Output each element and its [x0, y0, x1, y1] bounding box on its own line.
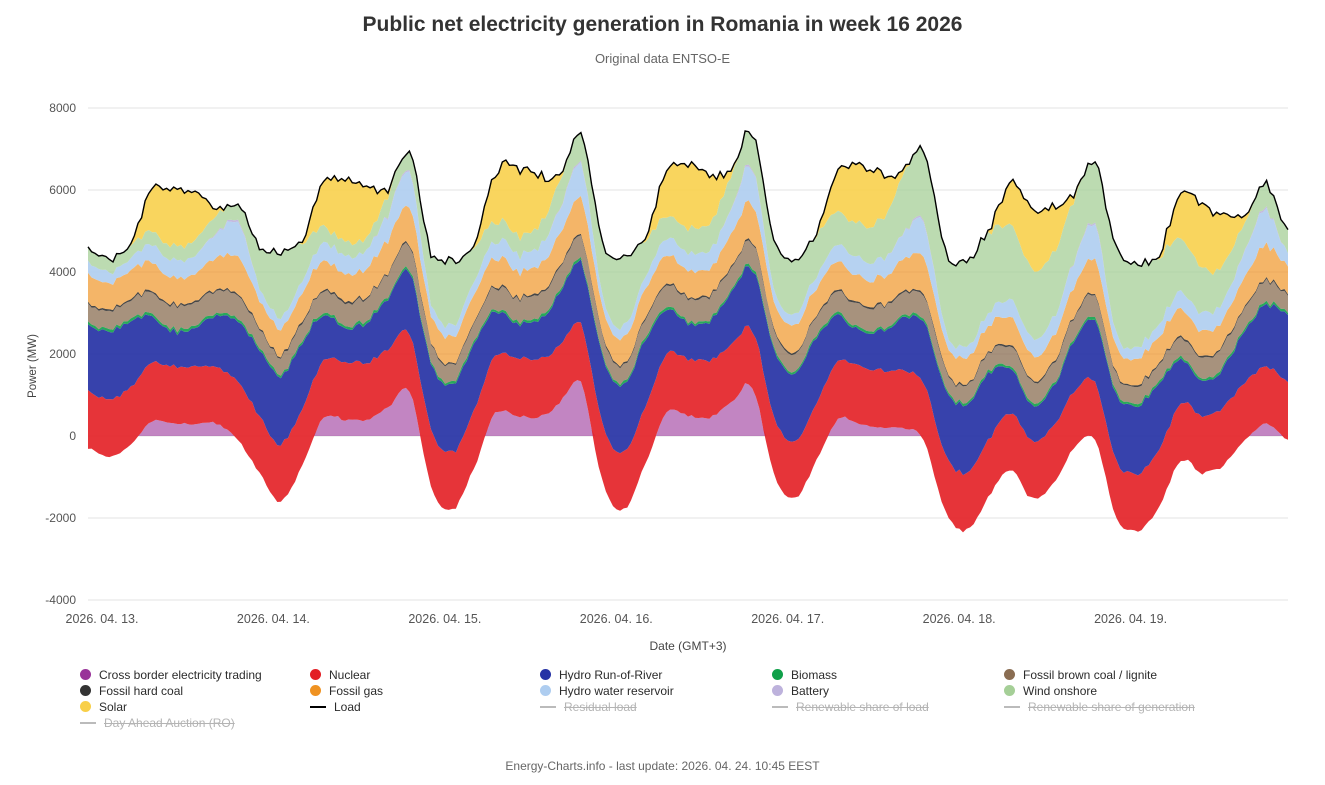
- legend-dot-icon: [540, 669, 551, 680]
- x-tick-label: 2026. 04. 14.: [237, 612, 310, 626]
- legend-item-biomass[interactable]: Biomass: [772, 667, 1004, 682]
- legend-dot-icon: [772, 685, 783, 696]
- load-line: [87, 130, 1289, 268]
- y-tick-label: 0: [69, 429, 76, 443]
- legend-label: Renewable share of load: [796, 699, 929, 714]
- legend-label: Wind onshore: [1023, 683, 1098, 698]
- legend-label: Solar: [99, 699, 128, 714]
- y-tick-label: -2000: [45, 511, 76, 525]
- legend-item-hydro-run-of-river[interactable]: Hydro Run-of-River: [540, 667, 772, 682]
- x-tick-label: 2026. 04. 15.: [408, 612, 481, 626]
- legend-label: Fossil brown coal / lignite: [1023, 667, 1158, 682]
- page-subtitle: Original data ENTSO-E: [594, 51, 731, 66]
- legend-item-hydro-water-reservoir[interactable]: Hydro water reservoir: [540, 683, 772, 698]
- legend-item-day-ahead-auction-ro[interactable]: Day Ahead Auction (RO): [80, 715, 310, 730]
- y-tick-label: 8000: [49, 101, 76, 115]
- legend-item-renewable-share-of-load[interactable]: Renewable share of load: [772, 699, 1004, 714]
- legend-line-icon: [540, 705, 556, 708]
- legend-dot-icon: [1004, 669, 1015, 680]
- legend-label: Cross border electricity trading: [99, 667, 262, 682]
- legend-line-icon: [1004, 705, 1020, 708]
- x-tick-label: 2026. 04. 19.: [1094, 612, 1167, 626]
- legend-label: Renewable share of generation: [1028, 699, 1195, 714]
- legend-item-fossil-hard-coal[interactable]: Fossil hard coal: [80, 683, 310, 698]
- legend-dot-icon: [80, 685, 91, 696]
- area-biomass: [88, 257, 1288, 408]
- legend-line-icon: [80, 721, 96, 724]
- legend-item-fossil-gas[interactable]: Fossil gas: [310, 683, 540, 698]
- x-tick-label: 2026. 04. 18.: [923, 612, 996, 626]
- legend-line-icon: [310, 705, 326, 708]
- page-title: Public net electricity generation in Rom…: [362, 13, 963, 36]
- legend-line-icon: [772, 705, 788, 708]
- legend-item-residual-load[interactable]: Residual load: [540, 699, 772, 714]
- legend-item-nuclear[interactable]: Nuclear: [310, 667, 540, 682]
- legend-label: Battery: [791, 683, 830, 698]
- legend-dot-icon: [540, 685, 551, 696]
- area-hydro-water-reservoir: [88, 162, 1288, 361]
- legend-label: Hydro water reservoir: [559, 683, 674, 698]
- legend-item-battery[interactable]: Battery: [772, 683, 1004, 698]
- legend-label: Biomass: [791, 667, 838, 682]
- x-tick-label: 2026. 04. 17.: [751, 612, 824, 626]
- legend-dot-icon: [772, 669, 783, 680]
- area-nuclear: [88, 322, 1288, 533]
- legend-dot-icon: [1004, 685, 1015, 696]
- legend-item-solar[interactable]: Solar: [80, 699, 310, 714]
- area-wind-onshore: [88, 131, 1288, 350]
- legend-label: Load: [334, 699, 361, 714]
- legend-label: Hydro Run-of-River: [559, 667, 663, 682]
- chart-legend: Cross border electricity trading Nuclear H…: [80, 667, 1195, 730]
- area-solar: [88, 131, 1288, 276]
- x-axis-label: Date (GMT+3): [649, 639, 727, 653]
- legend-dot-icon: [310, 669, 321, 680]
- area-fossil-brown-coal-lignite: [88, 235, 1288, 405]
- legend-item-load[interactable]: Load: [310, 699, 540, 714]
- legend-label: Fossil gas: [329, 683, 384, 698]
- legend-item-renewable-share-of-generation[interactable]: Renewable share of generation: [1004, 699, 1195, 714]
- legend-label: Fossil hard coal: [99, 683, 184, 698]
- y-axis-label: Power (MW): [27, 334, 39, 398]
- legend-item-cross-border-electricity-trading[interactable]: Cross border electricity trading: [80, 667, 310, 682]
- legend-item-wind-onshore[interactable]: Wind onshore: [1004, 683, 1195, 698]
- area-hydro-run-of-river: [88, 259, 1288, 476]
- legend-label: Residual load: [564, 699, 637, 714]
- footer-attribution: Energy-Charts.info - last update: 2026. …: [505, 759, 820, 773]
- x-tick-label: 2026. 04. 13.: [66, 612, 139, 626]
- legend-dot-icon: [80, 669, 91, 680]
- legend-label: Nuclear: [329, 667, 371, 682]
- area-cross-border-electricity-trading: [88, 380, 1288, 436]
- y-tick-label: 4000: [49, 265, 76, 279]
- legend-item-fossil-brown-coal-lignite[interactable]: Fossil brown coal / lignite: [1004, 667, 1195, 682]
- legend-label: Day Ahead Auction (RO): [104, 715, 235, 730]
- legend-dot-icon: [310, 685, 321, 696]
- y-tick-label: -4000: [45, 593, 76, 607]
- x-tick-label: 2026. 04. 16.: [580, 612, 653, 626]
- y-tick-label: 6000: [49, 183, 76, 197]
- legend-dot-icon: [80, 701, 91, 712]
- area-fossil-gas: [88, 196, 1288, 386]
- y-tick-label: 2000: [49, 347, 76, 361]
